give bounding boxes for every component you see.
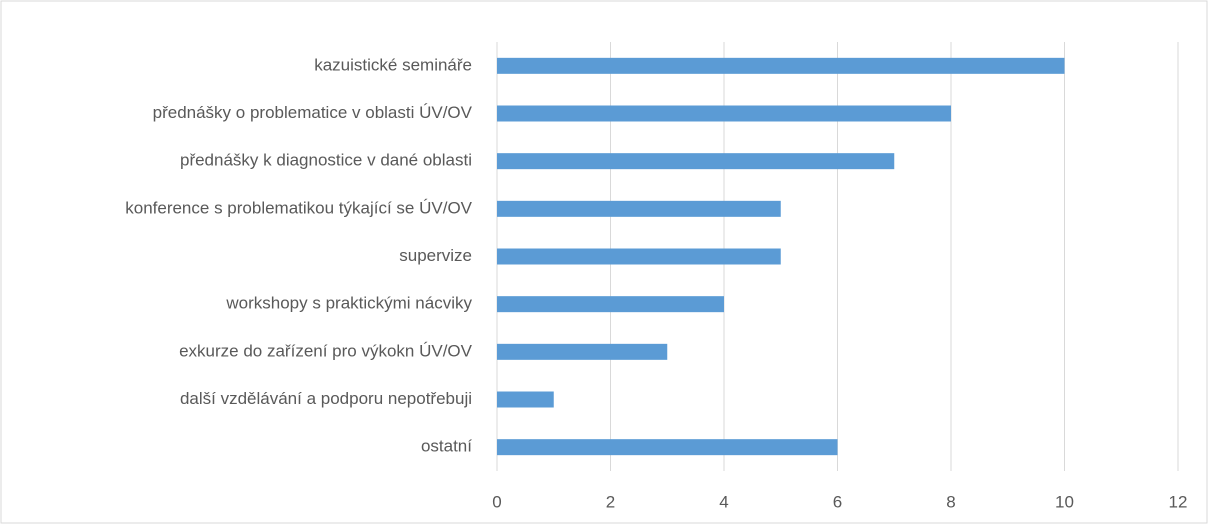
y-tick-label: přednášky o problematice v oblasti ÚV/OV [153,103,473,122]
x-tick-label: 2 [606,492,615,511]
y-tick-label: kazuistické semináře [314,55,472,74]
bar [497,391,554,408]
x-tick-label: 8 [946,492,955,511]
bar [497,248,781,265]
bar [497,439,838,456]
x-tick-label: 10 [1055,492,1074,511]
bar [497,200,781,217]
bar [497,57,1065,74]
y-tick-label: exkurze do zařízení pro výkokn ÚV/OV [179,341,473,360]
y-tick-label: ostatní [421,437,472,456]
y-tick-label: přednášky k diagnostice v dané oblasti [180,151,472,170]
x-tick-label: 0 [492,492,501,511]
x-tick-label: 6 [833,492,842,511]
y-tick-label: konference s problematikou týkající se Ú… [125,198,472,217]
y-tick-label: další vzdělávání a podporu nepotřebuji [180,389,472,408]
x-tick-label: 4 [719,492,728,511]
bar [497,296,724,313]
x-tick-label: 12 [1169,492,1188,511]
bar [497,105,951,122]
y-tick-label: workshopy s praktickými nácviky [225,294,472,313]
y-tick-label: supervize [399,246,472,265]
bar [497,153,895,170]
bar [497,343,668,360]
